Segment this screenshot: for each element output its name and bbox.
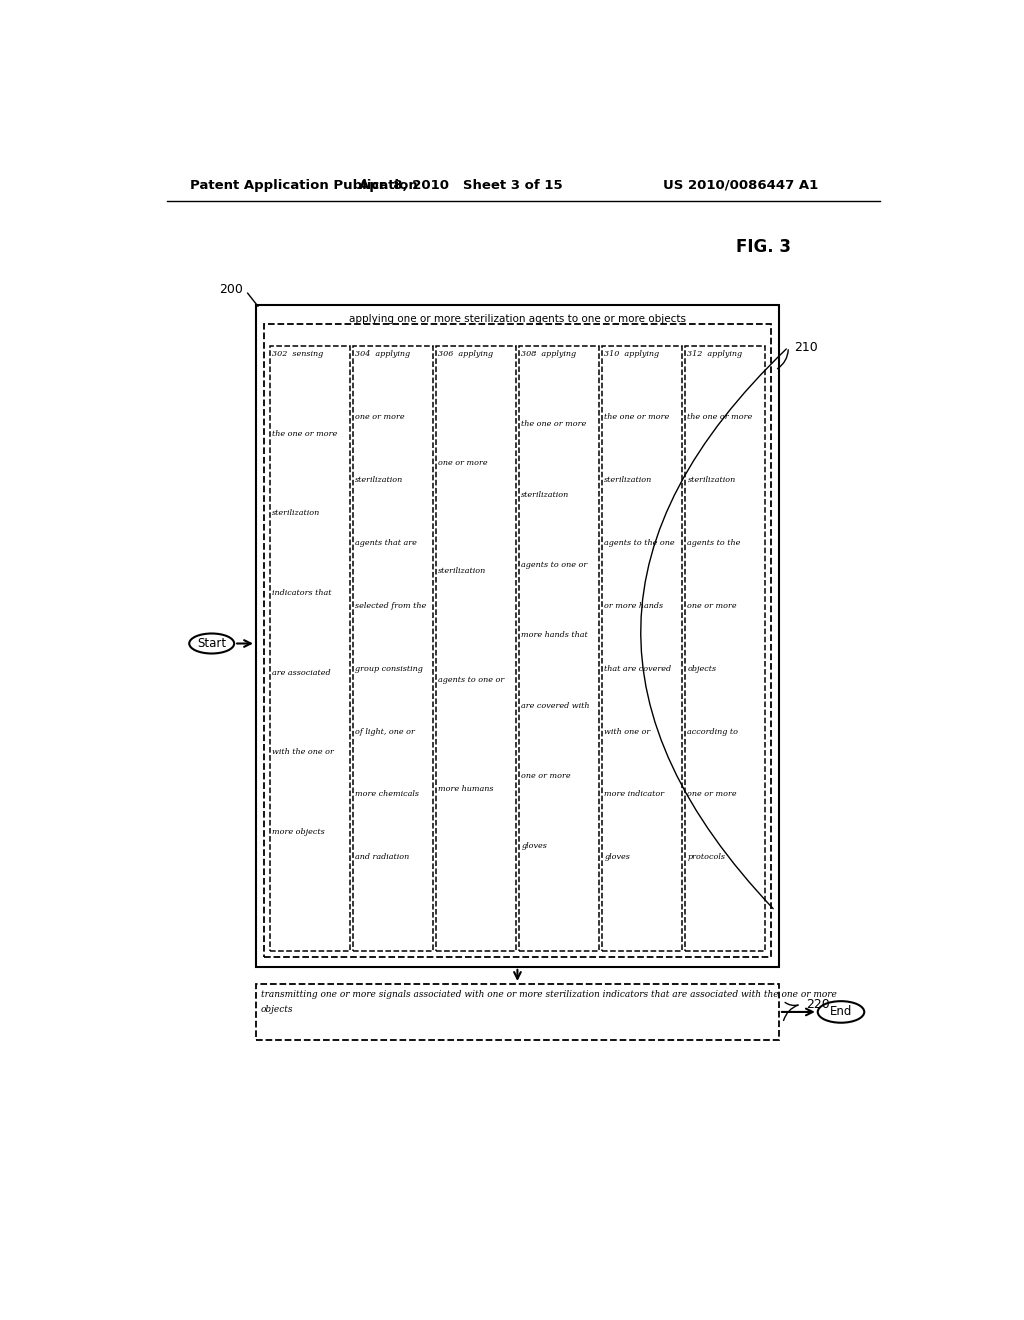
Text: that are covered: that are covered bbox=[604, 664, 672, 673]
Text: group consisting: group consisting bbox=[355, 664, 423, 673]
Text: sterilization: sterilization bbox=[438, 568, 486, 576]
Text: one or more: one or more bbox=[438, 459, 487, 467]
Text: agents to the one: agents to the one bbox=[604, 539, 675, 546]
Text: objects: objects bbox=[687, 664, 717, 673]
Bar bbox=[263, 323, 771, 957]
Text: and radiation: and radiation bbox=[355, 853, 410, 862]
Text: the one or more: the one or more bbox=[521, 421, 587, 429]
Bar bbox=[270, 346, 350, 950]
Text: the one or more: the one or more bbox=[272, 430, 337, 438]
Text: are covered with: are covered with bbox=[521, 702, 590, 710]
Text: Apr. 8, 2010   Sheet 3 of 15: Apr. 8, 2010 Sheet 3 of 15 bbox=[359, 178, 563, 191]
Text: sterilization: sterilization bbox=[687, 477, 735, 484]
Text: indicators that: indicators that bbox=[272, 589, 332, 597]
Text: 220: 220 bbox=[806, 998, 829, 1011]
Text: objects: objects bbox=[260, 1006, 293, 1014]
Text: transmitting one or more signals associated with one or more sterilization indic: transmitting one or more signals associa… bbox=[260, 990, 837, 999]
Text: sterilization: sterilization bbox=[272, 510, 321, 517]
Text: with the one or: with the one or bbox=[272, 748, 334, 756]
Text: FIG. 3: FIG. 3 bbox=[736, 238, 791, 256]
Text: more hands that: more hands that bbox=[521, 631, 588, 639]
Text: 302  sensing: 302 sensing bbox=[272, 350, 324, 358]
Text: gloves: gloves bbox=[521, 842, 547, 850]
Text: one or more: one or more bbox=[687, 791, 737, 799]
Ellipse shape bbox=[818, 1001, 864, 1023]
Text: sterilization: sterilization bbox=[355, 477, 403, 484]
Text: one or more: one or more bbox=[355, 413, 404, 421]
Text: 308  applying: 308 applying bbox=[521, 350, 577, 358]
Text: with one or: with one or bbox=[604, 727, 650, 735]
Text: 200: 200 bbox=[219, 282, 243, 296]
Text: End: End bbox=[829, 1006, 852, 1019]
Text: 306  applying: 306 applying bbox=[438, 350, 494, 358]
Ellipse shape bbox=[189, 634, 234, 653]
Text: of light, one or: of light, one or bbox=[355, 727, 415, 735]
Text: or more hands: or more hands bbox=[604, 602, 664, 610]
Text: 310  applying: 310 applying bbox=[604, 350, 659, 358]
Text: Patent Application Publication: Patent Application Publication bbox=[190, 178, 418, 191]
Text: one or more: one or more bbox=[521, 772, 571, 780]
Text: more objects: more objects bbox=[272, 828, 325, 836]
Bar bbox=[602, 346, 682, 950]
Text: agents to one or: agents to one or bbox=[438, 676, 505, 684]
Text: according to: according to bbox=[687, 727, 738, 735]
Text: agents that are: agents that are bbox=[355, 539, 417, 546]
Text: more chemicals: more chemicals bbox=[355, 791, 419, 799]
Text: protocols: protocols bbox=[687, 853, 725, 862]
Bar bbox=[256, 983, 779, 1040]
Text: 304  applying: 304 applying bbox=[355, 350, 411, 358]
Bar bbox=[256, 305, 779, 966]
Text: 210: 210 bbox=[795, 341, 818, 354]
Text: gloves: gloves bbox=[604, 853, 630, 862]
Text: applying one or more sterilization agents to one or more objects: applying one or more sterilization agent… bbox=[349, 314, 686, 323]
Text: 312  applying: 312 applying bbox=[687, 350, 742, 358]
Text: the one or more: the one or more bbox=[604, 413, 670, 421]
Text: agents to one or: agents to one or bbox=[521, 561, 588, 569]
Bar bbox=[685, 346, 765, 950]
Text: selected from the: selected from the bbox=[355, 602, 426, 610]
Text: more indicator: more indicator bbox=[604, 791, 665, 799]
Text: sterilization: sterilization bbox=[521, 491, 569, 499]
Bar bbox=[436, 346, 516, 950]
Text: US 2010/0086447 A1: US 2010/0086447 A1 bbox=[663, 178, 818, 191]
Bar bbox=[519, 346, 599, 950]
Text: agents to the: agents to the bbox=[687, 539, 740, 546]
Text: sterilization: sterilization bbox=[604, 477, 652, 484]
Text: Start: Start bbox=[198, 638, 226, 649]
Bar bbox=[353, 346, 433, 950]
Text: are associated: are associated bbox=[272, 669, 331, 677]
Text: more humans: more humans bbox=[438, 784, 494, 793]
Text: one or more: one or more bbox=[687, 602, 737, 610]
Text: the one or more: the one or more bbox=[687, 413, 753, 421]
